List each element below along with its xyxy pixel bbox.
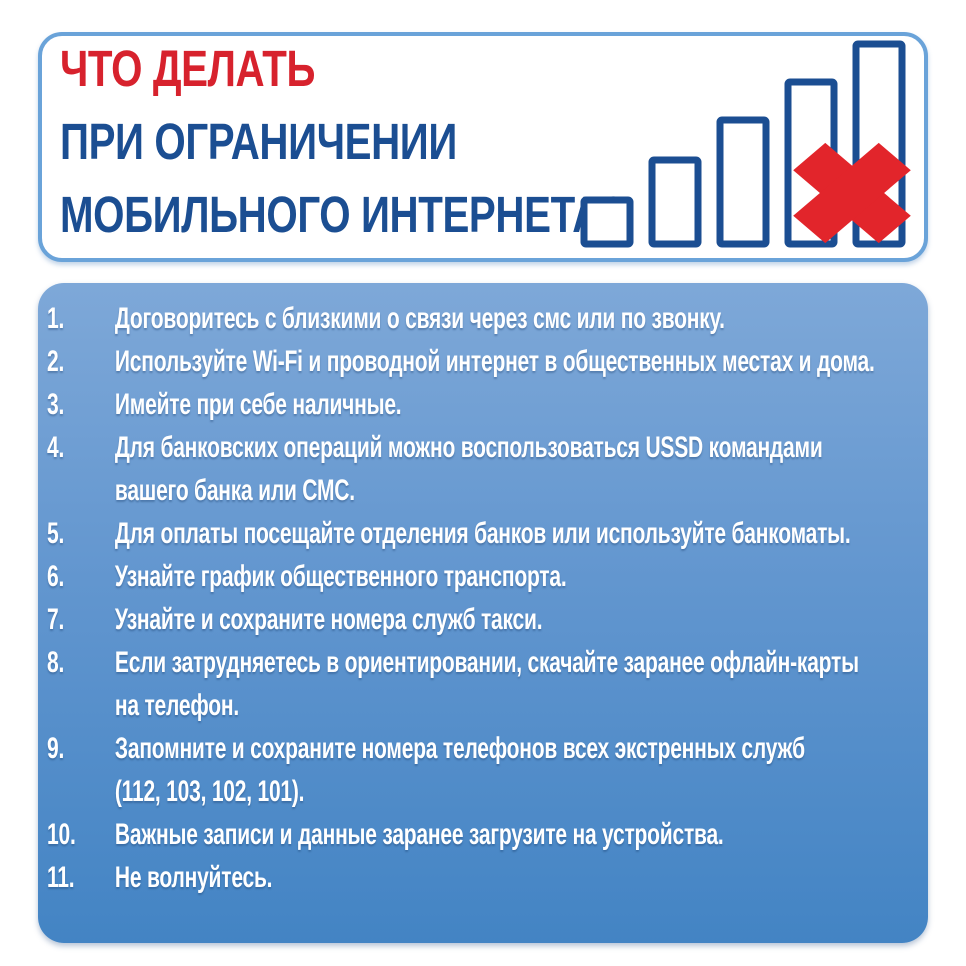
- list-item: 5. Для оплаты посещайте отделения банков…: [47, 512, 895, 555]
- list-item-text: Имейте при себе наличные.: [114, 388, 402, 421]
- list-item-number: 6.: [47, 560, 65, 593]
- list-item-text: Узнайте и сохраните номера служб такси.: [114, 603, 543, 636]
- list-item: 7. Узнайте и сохраните номера служб такс…: [47, 598, 895, 641]
- list-item-text: Для оплаты посещайте отделения банков ил…: [114, 517, 851, 550]
- list-item: 3. Имейте при себе наличные.: [47, 383, 895, 426]
- list-item: 11. Не волнуйтесь.: [47, 856, 895, 899]
- tips-panel: 1. Договоритесь с близкими о связи через…: [38, 283, 928, 943]
- list-item-number: 3.: [47, 388, 65, 421]
- signal-bar-3: [716, 116, 770, 248]
- signal-bar-2: [648, 156, 702, 248]
- title-line-1: ЧТО ДЕЛАТЬ: [60, 40, 316, 97]
- list-item-text: Не волнуйтесь.: [114, 861, 273, 894]
- list-item: 2. Используйте Wi-Fi и проводной интерне…: [47, 340, 895, 383]
- list-item-text: Запомните и сохраните номера телефонов в…: [114, 732, 805, 808]
- list-item-text: Используйте Wi-Fi и проводной интернет в…: [114, 345, 875, 378]
- list-item-number: 5.: [47, 517, 65, 550]
- list-item: 6. Узнайте график общественного транспор…: [47, 555, 895, 598]
- list-item: 10. Важные записи и данные заранее загру…: [47, 813, 895, 856]
- list-item-text: Если затрудняетесь в ориентировании, ска…: [114, 646, 859, 722]
- list-item-number: 2.: [47, 345, 65, 378]
- signal-bar-1: [580, 196, 634, 248]
- list-item-text: Для банковских операций можно воспользов…: [114, 431, 823, 507]
- red-cross-icon: [793, 142, 911, 244]
- list-item-number: 4.: [47, 431, 65, 464]
- title-line-3: МОБИЛЬНОГО ИНТЕРНЕТА?: [60, 186, 626, 243]
- tips-list: 1. Договоритесь с близкими о связи через…: [47, 297, 895, 899]
- header-card: ЧТО ДЕЛАТЬ ПРИ ОГРАНИЧЕНИИ МОБИЛЬНОГО ИН…: [38, 32, 928, 262]
- list-item-number: 1.: [47, 302, 65, 335]
- page-title: ЧТО ДЕЛАТЬ ПРИ ОГРАНИЧЕНИИ МОБИЛЬНОГО ИН…: [60, 32, 708, 251]
- list-item: 9. Запомните и сохраните номера телефоно…: [47, 727, 895, 813]
- list-item-number: 8.: [47, 646, 65, 679]
- list-item-text: Узнайте график общественного транспорта.: [114, 560, 567, 593]
- list-item: 1. Договоритесь с близкими о связи через…: [47, 297, 895, 340]
- list-item-number: 9.: [47, 732, 65, 765]
- list-item-text: Важные записи и данные заранее загрузите…: [114, 818, 724, 851]
- list-item-number: 7.: [47, 603, 65, 636]
- list-item: 4. Для банковских операций можно восполь…: [47, 426, 895, 512]
- list-item-number: 10.: [47, 818, 76, 851]
- list-item-number: 11.: [47, 861, 75, 894]
- list-item-text: Договоритесь с близкими о связи через см…: [114, 302, 725, 335]
- no-mobile-signal-icon: [580, 40, 911, 248]
- list-item: 8. Если затрудняетесь в ориентировании, …: [47, 641, 895, 727]
- title-line-2: ПРИ ОГРАНИЧЕНИИ: [60, 113, 457, 170]
